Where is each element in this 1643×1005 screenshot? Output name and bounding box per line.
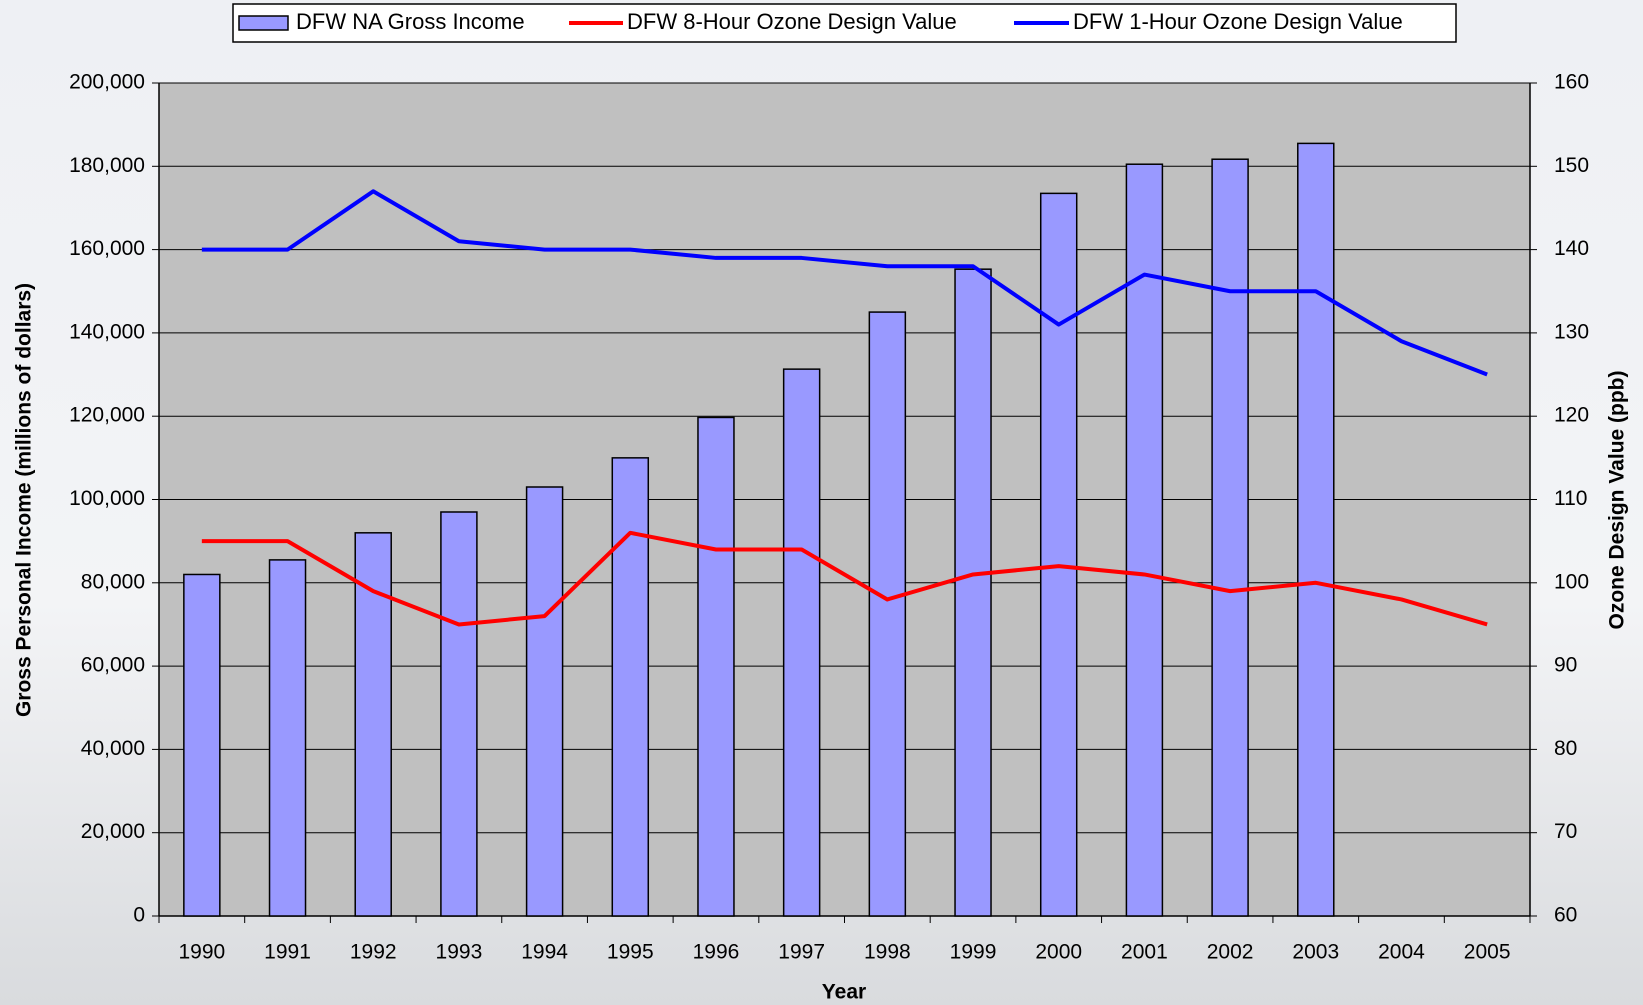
- y2-tick-label: 150: [1554, 154, 1589, 177]
- y-tick-label: 100,000: [69, 487, 145, 510]
- x-tick-label: 2001: [1121, 941, 1168, 964]
- line: [201, 189, 1488, 377]
- y-tick-label: 180,000: [69, 154, 145, 177]
- y2-tick-label: 120: [1554, 404, 1589, 427]
- x-tick-label: 1995: [607, 941, 654, 964]
- x-tick-label: 2002: [1207, 941, 1254, 964]
- bar: [1125, 163, 1164, 917]
- y-tick-label: 40,000: [81, 737, 145, 760]
- line: [201, 530, 1488, 627]
- bar: [1211, 158, 1249, 917]
- legend-label: DFW NA Gross Income: [296, 9, 525, 34]
- y2-tick-label: 130: [1554, 320, 1589, 343]
- y-tick-label: 200,000: [69, 71, 145, 94]
- bar: [868, 311, 907, 917]
- bar: [611, 457, 650, 917]
- x-tick-label: 1998: [864, 941, 911, 964]
- legend-swatch: [238, 15, 289, 31]
- x-tick-label: 2003: [1292, 941, 1339, 964]
- x-axis-title: Year: [822, 981, 866, 1004]
- y2-tick-label: 70: [1554, 820, 1577, 843]
- legend-box: [232, 3, 1457, 43]
- x-tick-label: 1991: [264, 941, 311, 964]
- y2-tick-label: 90: [1554, 654, 1577, 677]
- x-tick-label: 1994: [521, 941, 568, 964]
- bar: [183, 573, 221, 917]
- x-tick-label: 2000: [1035, 941, 1082, 964]
- y2-tick-label: 100: [1554, 570, 1589, 593]
- y2-tick-label: 60: [1554, 904, 1577, 927]
- bar: [1297, 142, 1335, 917]
- x-tick-label: 1990: [178, 941, 225, 964]
- x-tick-label: 2004: [1378, 941, 1425, 964]
- legend-label: DFW 1-Hour Ozone Design Value: [1073, 9, 1403, 34]
- bar: [440, 511, 478, 917]
- y-axis-title: Gross Personal Income (millions of dolla…: [13, 283, 36, 717]
- y2-axis-title: Ozone Design Value (ppb): [1606, 370, 1629, 629]
- bar: [268, 559, 307, 917]
- y2-tick-label: 80: [1554, 737, 1577, 760]
- legend-label: DFW 8-Hour Ozone Design Value: [627, 9, 957, 34]
- bar: [782, 368, 821, 917]
- x-tick-label: 1992: [350, 941, 397, 964]
- bar: [1039, 192, 1078, 917]
- y2-tick-label: 110: [1554, 487, 1587, 510]
- x-tick-label: 1999: [950, 941, 997, 964]
- y-tick-label: 140,000: [69, 320, 145, 343]
- bar: [954, 268, 992, 917]
- y-tick-label: 60,000: [81, 654, 145, 677]
- y-tick-label: 80,000: [81, 570, 145, 593]
- y2-tick-label: 160: [1554, 71, 1589, 94]
- bar: [697, 416, 735, 917]
- x-tick-label: 1997: [778, 941, 825, 964]
- bar: [525, 486, 564, 917]
- x-tick-label: 2005: [1464, 941, 1511, 964]
- y-tick-label: 160,000: [69, 237, 145, 260]
- x-tick-label: 1996: [693, 941, 740, 964]
- y-tick-label: 20,000: [81, 820, 145, 843]
- y-tick-label: 120,000: [69, 404, 145, 427]
- x-tick-label: 1993: [436, 941, 483, 964]
- y-tick-label: 0: [133, 904, 145, 927]
- y2-tick-label: 140: [1554, 237, 1589, 260]
